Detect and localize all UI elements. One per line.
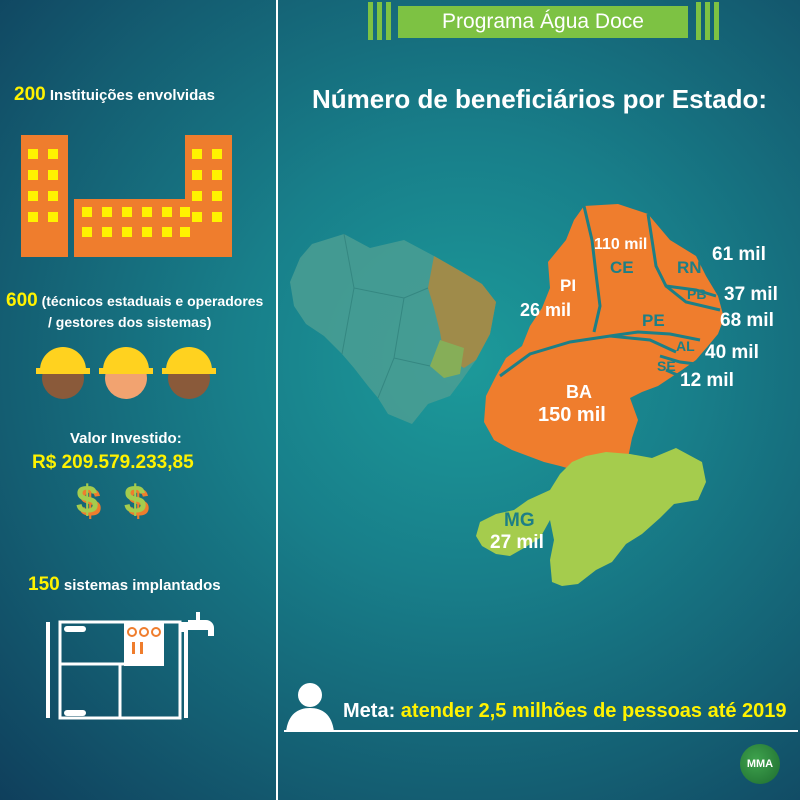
state-code-ba: BA (566, 382, 592, 402)
technicians-count: 600 (6, 290, 38, 311)
person-icon (286, 683, 334, 732)
northeast-map (476, 204, 724, 586)
state-value-pb: 37 mil (724, 284, 778, 305)
workers-helmet-icon (36, 347, 216, 399)
dollar-icon: $ (76, 478, 99, 522)
banner-stripe (705, 2, 710, 40)
buildings-icon (21, 135, 232, 257)
state-value-mg: 27 mil (490, 532, 544, 553)
state-value-pe: 68 mil (720, 310, 774, 331)
technicians-label-1: (técnicos estaduais e operadores (41, 293, 264, 309)
desalination-system-icon (46, 612, 214, 720)
institutions-count: 200 (14, 84, 46, 105)
institutions-label: Instituições envolvidas (49, 87, 215, 104)
state-code-mg: MG (504, 510, 535, 531)
state-value-ba: 150 mil (538, 404, 606, 426)
program-title: Programa Água Doce (398, 6, 688, 38)
meta-label: Meta: (343, 700, 396, 722)
meta-statement: Meta: atender 2,5 milhões de pessoas até… (343, 700, 787, 723)
state-code-se: SE (657, 358, 676, 374)
meta-underline (284, 730, 798, 732)
mma-logo: MMA (740, 744, 780, 784)
banner-stripe (368, 2, 373, 40)
vertical-divider (276, 0, 278, 800)
state-code-rn: RN (677, 258, 702, 277)
state-value-al: 40 mil (705, 342, 759, 363)
state-value-ce: 110 mil (594, 236, 648, 253)
meta-text: atender 2,5 milhões de pessoas até 2019 (400, 700, 787, 722)
technicians-label-2: / gestores dos sistemas) (48, 314, 212, 330)
state-code-ce: CE (610, 258, 634, 277)
institutions-stat: 200 Instituições envolvidas (14, 84, 290, 106)
banner-stripe (714, 2, 719, 40)
systems-label: sistemas implantados (63, 577, 221, 594)
dollar-icon: $ (124, 478, 147, 522)
systems-count: 150 (28, 574, 60, 595)
banner-stripe (696, 2, 701, 40)
state-code-pi: PI (560, 276, 577, 295)
banner-stripe (377, 2, 382, 40)
state-value-se: 12 mil (680, 370, 734, 391)
banner-stripe (386, 2, 391, 40)
program-banner: Programa Água Doce (368, 2, 719, 40)
state-value-pi: 26 mil (520, 300, 572, 320)
map-title: Número de beneficiários por Estado: (312, 84, 768, 114)
investment-label: Valor Investido: (70, 430, 182, 447)
state-code-pb: PB (687, 286, 707, 302)
state-code-pe: PE (642, 311, 665, 330)
state-code-al: AL (676, 338, 695, 354)
systems-stat: 150 sistemas implantados (28, 574, 304, 596)
state-value-rn: 61 mil (712, 244, 766, 265)
investment-value: R$ 209.579.233,85 (32, 452, 194, 473)
technicians-stat: 600 (técnicos estaduais e operadores (6, 290, 282, 312)
brazil-mini-map (290, 233, 496, 424)
